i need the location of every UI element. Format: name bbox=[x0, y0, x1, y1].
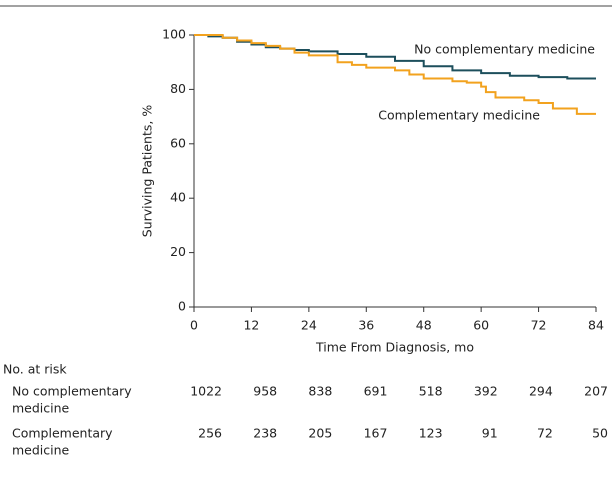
risk-count: 167 bbox=[364, 426, 388, 441]
x-tick-label: 72 bbox=[531, 318, 547, 333]
risk-count: 1022 bbox=[190, 384, 222, 399]
y-tick-label: 40 bbox=[170, 190, 186, 205]
risk-count: 123 bbox=[419, 426, 443, 441]
y-tick-label: 100 bbox=[162, 27, 186, 42]
survival-curve bbox=[194, 34, 596, 115]
x-tick-label: 48 bbox=[416, 318, 432, 333]
risk-count: 207 bbox=[584, 384, 608, 399]
y-tick-label: 60 bbox=[170, 135, 186, 150]
x-tick-label: 84 bbox=[588, 318, 604, 333]
risk-count: 518 bbox=[419, 384, 443, 399]
x-axis-title: Time From Diagnosis, mo bbox=[315, 340, 474, 355]
risk-count: 256 bbox=[198, 426, 222, 441]
risk-count: 392 bbox=[474, 384, 498, 399]
risk-count: 50 bbox=[592, 426, 608, 441]
risk-row-label: medicine bbox=[12, 401, 70, 416]
x-tick-label: 24 bbox=[301, 318, 317, 333]
risk-count: 838 bbox=[308, 384, 332, 399]
y-tick-label: 0 bbox=[178, 299, 186, 314]
risk-row-label: Complementary bbox=[12, 426, 113, 441]
series-label: No complementary medicine bbox=[414, 42, 595, 57]
risk-count: 91 bbox=[482, 426, 498, 441]
y-tick-label: 80 bbox=[170, 81, 186, 96]
x-tick-label: 60 bbox=[473, 318, 489, 333]
risk-count: 294 bbox=[529, 384, 553, 399]
y-axis-title: Surviving Patients, % bbox=[140, 105, 155, 238]
y-tick-label: 20 bbox=[170, 244, 186, 259]
risk-count: 72 bbox=[537, 426, 553, 441]
x-tick-label: 0 bbox=[190, 318, 198, 333]
risk-count: 691 bbox=[364, 384, 388, 399]
series-label: Complementary medicine bbox=[378, 108, 540, 123]
risk-row-label: medicine bbox=[12, 443, 70, 458]
risk-table-title: No. at risk bbox=[3, 362, 67, 377]
x-tick-label: 12 bbox=[243, 318, 259, 333]
x-tick-label: 36 bbox=[358, 318, 374, 333]
risk-count: 238 bbox=[253, 426, 277, 441]
risk-count: 958 bbox=[253, 384, 277, 399]
risk-row-label: No complementary bbox=[12, 384, 132, 399]
risk-count: 205 bbox=[308, 426, 332, 441]
